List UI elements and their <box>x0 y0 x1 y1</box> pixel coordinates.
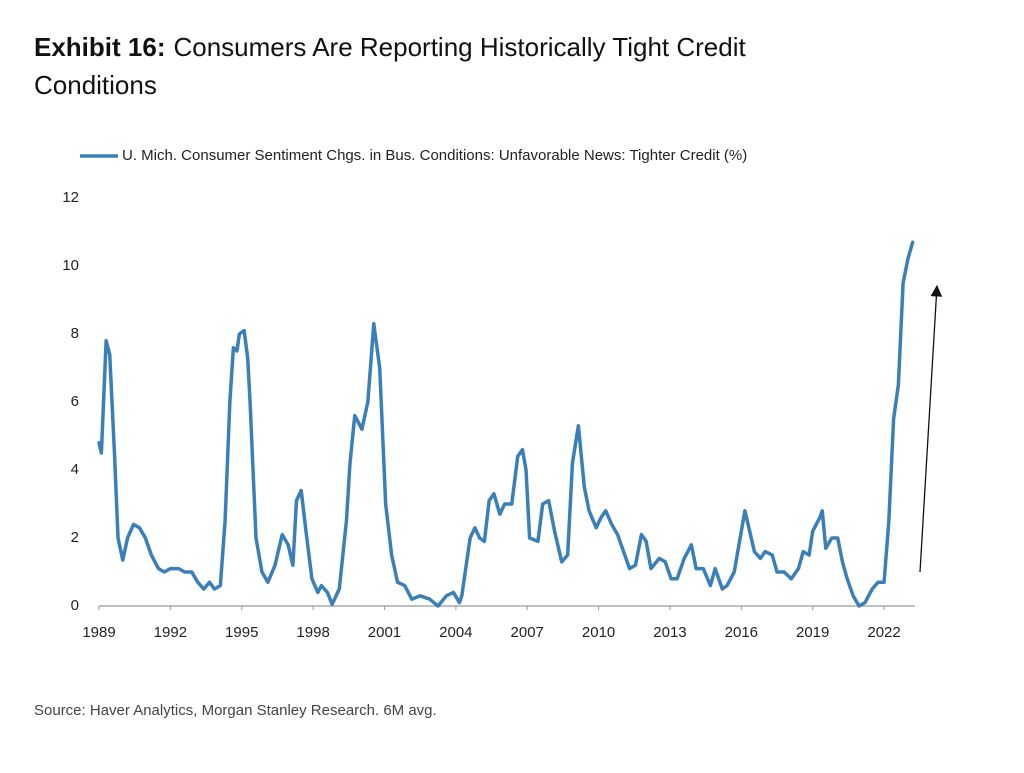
x-tick-label: 2013 <box>653 624 686 641</box>
y-tick-label: 0 <box>71 597 79 614</box>
x-tick-label: 1998 <box>296 624 329 641</box>
y-tick-label: 12 <box>62 189 79 206</box>
y-tick-label: 6 <box>71 393 79 410</box>
x-tick-label: 1995 <box>225 624 258 641</box>
y-tick-label: 2 <box>71 529 79 546</box>
y-tick-label: 10 <box>62 257 79 274</box>
x-tick-label: 2010 <box>582 624 615 641</box>
legend-label: U. Mich. Consumer Sentiment Chgs. in Bus… <box>122 147 747 164</box>
title-text: Consumers Are Reporting Historically Tig… <box>34 32 746 100</box>
chart-title: Exhibit 16: Consumers Are Reporting Histo… <box>34 28 854 104</box>
y-tick-label: 8 <box>71 325 79 342</box>
x-tick-label: 1989 <box>82 624 115 641</box>
x-tick-label: 2022 <box>867 624 900 641</box>
x-tick-label: 2016 <box>725 624 758 641</box>
annotation-arrow <box>919 284 943 573</box>
x-tick-label: 2007 <box>511 624 544 641</box>
data-line <box>97 240 915 608</box>
source-note: Source: Haver Analytics, Morgan Stanley … <box>34 702 437 719</box>
y-tick-label: 4 <box>71 461 79 478</box>
title-prefix: Exhibit 16: <box>34 32 166 62</box>
x-tick-label: 2001 <box>368 624 401 641</box>
x-tick-label: 1992 <box>154 624 187 641</box>
x-tick-label: 2019 <box>796 624 829 641</box>
x-tick-label: 2004 <box>439 624 472 641</box>
